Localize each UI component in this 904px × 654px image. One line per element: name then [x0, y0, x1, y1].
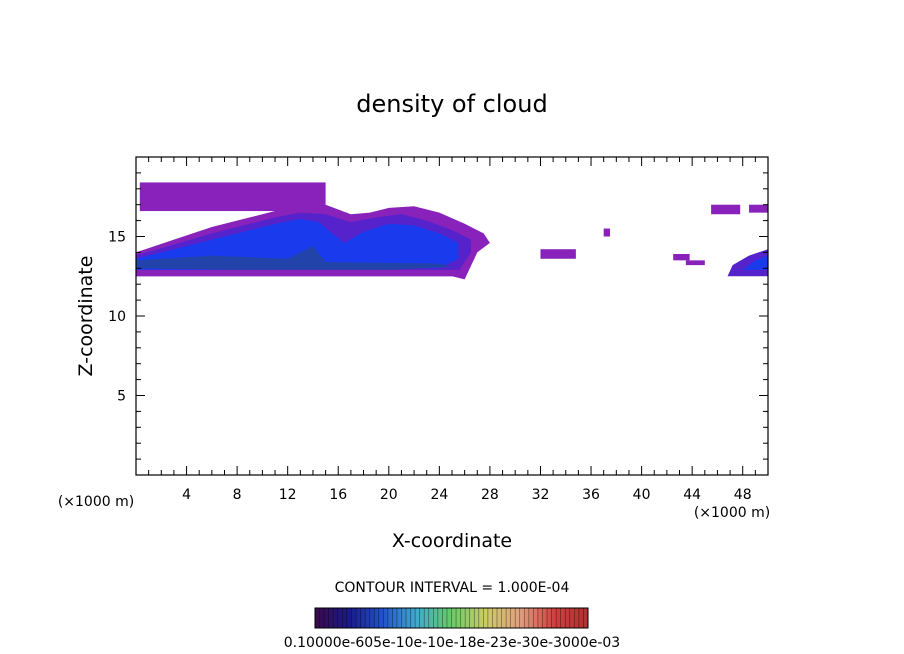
y-tick-label: 15	[108, 230, 126, 246]
x-tick-label: 4	[182, 487, 191, 503]
x-tick-label: 28	[481, 487, 499, 503]
cloud-right-core	[742, 255, 768, 270]
x-tick-label: 44	[683, 487, 701, 503]
x-tick-label: 8	[233, 487, 242, 503]
x-tick-label: 12	[279, 487, 297, 503]
x-tick-label: 40	[633, 487, 651, 503]
colorbar	[314, 607, 589, 629]
y-axis: 5 10 15	[108, 172, 768, 460]
cloud-band	[237, 185, 307, 205]
x-tick-label: 16	[329, 487, 347, 503]
chart-title: density of cloud	[356, 90, 547, 118]
y-tick-label: 5	[117, 389, 126, 405]
x-axis: 4 8 12 16 20 24 28 32 36 40 44 48	[148, 157, 756, 503]
x-unit-left: (×1000 m)	[58, 494, 134, 510]
x-tick-label: 48	[734, 487, 752, 503]
contour-interval: CONTOUR INTERVAL = 1.000E-04	[335, 580, 570, 596]
cloud-field	[136, 182, 768, 280]
cloud-main-dense	[136, 246, 452, 270]
x-tick-label: 24	[430, 487, 448, 503]
cloud-blob	[685, 260, 705, 266]
y-tick-label: 10	[108, 309, 126, 325]
cloud-blob	[673, 253, 690, 261]
y-axis-label: Z-coordinate	[75, 256, 97, 377]
cloud-blob	[749, 204, 768, 213]
x-tick-label: 36	[582, 487, 600, 503]
cloud-blob	[540, 249, 576, 259]
x-axis-label: X-coordinate	[392, 530, 512, 552]
x-tick-label: 20	[380, 487, 398, 503]
cloud-blob	[711, 204, 741, 215]
cloud-blob	[603, 228, 610, 237]
colorbar-labels: 0.10000e-605e-10e-10e-18e-23e-30e-3000e-…	[284, 635, 620, 651]
cloud-base	[136, 269, 459, 277]
x-tick-label: 32	[532, 487, 550, 503]
x-unit-right: (×1000 m)	[694, 505, 770, 521]
